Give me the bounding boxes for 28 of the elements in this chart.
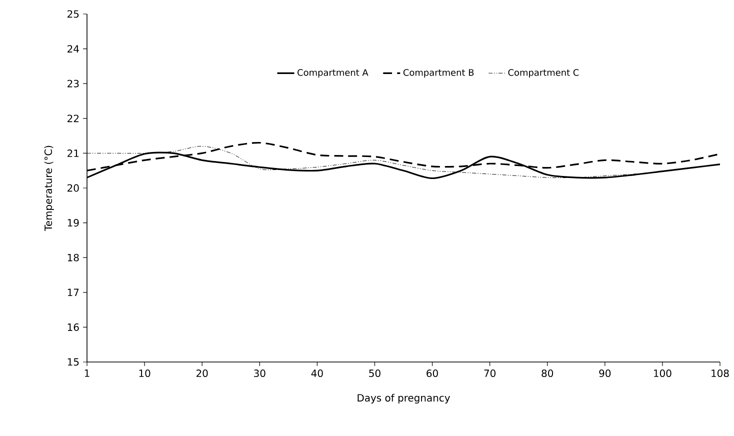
y-tick-label: 24 xyxy=(68,45,79,52)
x-tick-label: 40 xyxy=(311,370,323,378)
y-axis-title: Temperature (°C) xyxy=(44,146,54,232)
y-tick-label: 21 xyxy=(68,149,79,157)
y-tick-label: 22 xyxy=(68,114,78,122)
x-tick-label: 90 xyxy=(599,370,611,378)
legend-label: Compartment B xyxy=(403,69,474,78)
x-tick-label: 108 xyxy=(712,370,729,378)
x-tick-label: 80 xyxy=(542,370,554,378)
y-tick-label: 25 xyxy=(68,10,79,18)
y-tick-label: 16 xyxy=(68,323,79,331)
x-tick-label: 20 xyxy=(196,370,208,378)
x-tick-label: 100 xyxy=(654,370,672,378)
x-axis-title: Days of pregnancy xyxy=(358,394,450,404)
y-tick-label: 19 xyxy=(68,219,79,227)
y-tick-label: 15 xyxy=(68,358,79,366)
y-tick-label: 20 xyxy=(68,184,79,192)
legend-label: Compartment C xyxy=(508,69,579,78)
y-tick-label: 18 xyxy=(68,254,79,262)
x-tick-label: 70 xyxy=(484,370,496,378)
x-tick-label: 50 xyxy=(369,370,380,378)
y-tick-label: 23 xyxy=(68,80,79,88)
x-tick-label: 10 xyxy=(139,370,150,378)
legend-label: Compartment A xyxy=(298,69,368,78)
x-tick-label: 60 xyxy=(426,370,438,378)
x-tick-label: 30 xyxy=(254,370,266,378)
y-tick-label: 17 xyxy=(68,288,79,296)
x-tick-label: 1 xyxy=(84,370,90,377)
